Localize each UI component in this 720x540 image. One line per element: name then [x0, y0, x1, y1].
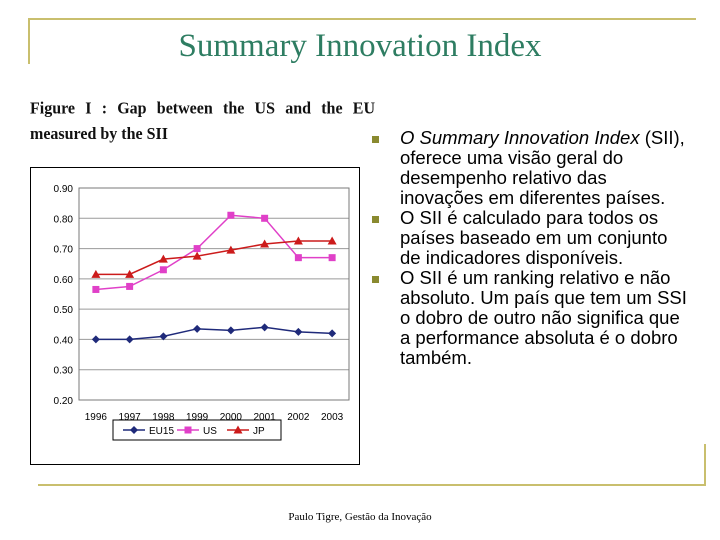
data-point-eu15 — [125, 335, 134, 344]
data-point-jp — [293, 236, 303, 245]
x-tick-label: 1999 — [186, 412, 209, 423]
x-tick-label: 2000 — [220, 412, 243, 423]
bullet-item-1: O Summary Innovation Index (SII), oferec… — [372, 128, 692, 208]
data-point-jp — [91, 269, 101, 278]
data-point-us — [92, 285, 100, 293]
legend-marker-jp — [233, 425, 243, 434]
data-point-eu15 — [328, 329, 337, 338]
data-point-us — [294, 254, 302, 262]
bullet-3-text: O SII é um ranking relativo e não absolu… — [400, 267, 687, 368]
series-line-eu15 — [95, 326, 333, 341]
plot-area — [78, 187, 350, 401]
x-tick-label: 2002 — [287, 412, 310, 423]
frame-left-rule — [28, 18, 30, 64]
series-line-jp — [95, 240, 333, 276]
y-tick-label: 0.80 — [54, 214, 74, 225]
slide-title: Summary Innovation Index — [178, 28, 542, 64]
legend-label-us: US — [203, 426, 217, 437]
frame-bottom-rule — [38, 484, 706, 486]
bullet-item-3: O SII é um ranking relativo e não absolu… — [372, 268, 692, 368]
series-line-us — [95, 214, 333, 291]
legend-label-eu15: EU15 — [149, 426, 174, 437]
square-bullet-icon — [372, 216, 379, 223]
line-chart: 0.20 0.30 0.40 0.50 0.60 0.70 0.80 0.90 1996 1997… — [54, 184, 350, 441]
y-tick-label: 0.70 — [54, 245, 74, 256]
y-tick-label: 0.90 — [54, 184, 74, 195]
y-tick-label: 0.60 — [54, 275, 74, 286]
y-tick-label: 0.50 — [54, 305, 74, 316]
data-point-eu15 — [260, 323, 269, 332]
bullet-1-text: (SII), oferece uma visão geral do desemp… — [400, 127, 685, 208]
x-tick-label: 1996 — [85, 412, 108, 423]
legend-marker-eu15 — [130, 426, 138, 434]
chart-frame: 0.20 0.30 0.40 0.50 0.60 0.70 0.80 0.90 1996 1997… — [30, 167, 360, 465]
slide-footer: Paulo Tigre, Gestão da Inovação — [288, 511, 432, 523]
data-point-eu15 — [91, 335, 100, 344]
bullet-list: O Summary Innovation Index (SII), oferec… — [372, 128, 692, 368]
x-tick-label: 2001 — [254, 412, 277, 423]
x-tick-label: 1998 — [152, 412, 175, 423]
data-point-jp — [125, 269, 135, 278]
bullet-1-italic: O Summary Innovation Index — [400, 127, 640, 148]
data-point-us — [126, 282, 134, 290]
y-tick-label: 0.40 — [54, 335, 74, 346]
data-point-eu15 — [193, 324, 202, 333]
legend-label-jp: JP — [253, 426, 265, 437]
data-point-jp — [260, 239, 270, 248]
data-point-jp — [158, 254, 168, 263]
data-point-jp — [327, 236, 337, 245]
frame-right-rule — [704, 444, 706, 486]
x-tick-label: 1997 — [119, 412, 142, 423]
frame-top-rule — [28, 18, 696, 20]
legend-marker-us — [184, 426, 192, 434]
data-point-us — [159, 266, 167, 274]
data-point-jp — [192, 251, 202, 260]
data-point-eu15 — [294, 327, 303, 336]
bullet-2-text: O SII é calculado para todos os países b… — [400, 207, 668, 268]
data-point-eu15 — [226, 326, 235, 335]
square-bullet-icon — [372, 136, 379, 143]
data-point-us — [227, 211, 235, 219]
y-tick-label: 0.20 — [54, 396, 74, 407]
data-point-us — [261, 214, 269, 222]
data-point-eu15 — [159, 332, 168, 341]
y-tick-label: 0.30 — [54, 366, 74, 377]
figure-caption: Figure I : Gap between the US and the EU… — [30, 99, 375, 143]
bullet-item-2: O SII é calculado para todos os países b… — [372, 208, 692, 268]
data-point-us — [193, 245, 201, 253]
square-bullet-icon — [372, 276, 379, 283]
x-tick-label: 2003 — [321, 412, 344, 423]
data-point-jp — [226, 245, 236, 254]
data-point-us — [328, 254, 336, 262]
